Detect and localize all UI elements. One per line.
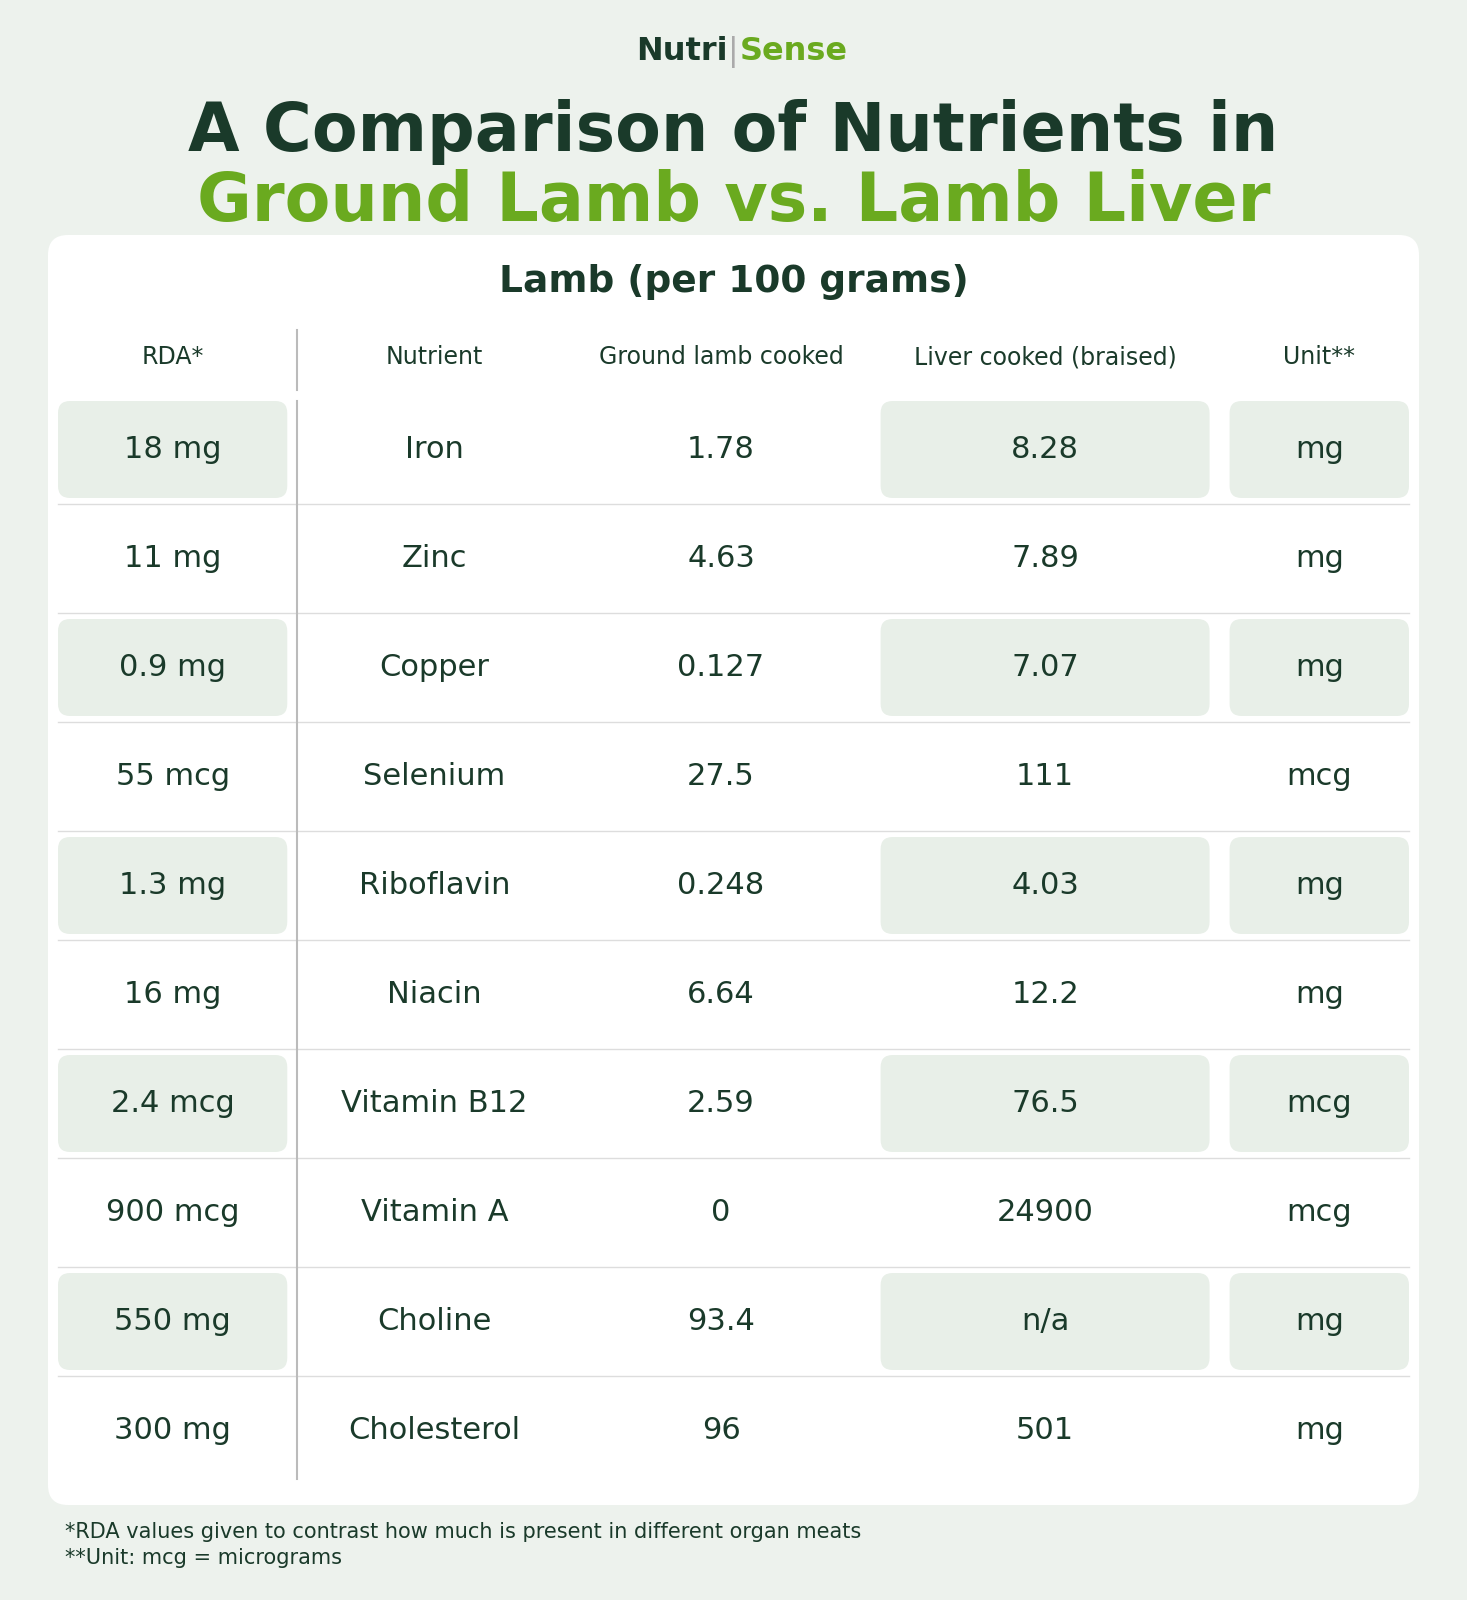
- Text: 501: 501: [1017, 1416, 1074, 1445]
- Text: Ground Lamb vs. Lamb Liver: Ground Lamb vs. Lamb Liver: [197, 170, 1270, 235]
- Text: mcg: mcg: [1287, 1198, 1353, 1227]
- Text: Ground lamb cooked: Ground lamb cooked: [599, 346, 844, 370]
- Text: 4.63: 4.63: [687, 544, 756, 573]
- Text: Niacin: Niacin: [387, 979, 481, 1010]
- Text: 300 mg: 300 mg: [114, 1416, 232, 1445]
- Text: 4.03: 4.03: [1011, 870, 1080, 899]
- FancyBboxPatch shape: [1229, 1054, 1408, 1152]
- Text: 1.78: 1.78: [687, 435, 756, 464]
- Text: Vitamin A: Vitamin A: [361, 1198, 508, 1227]
- Text: 24900: 24900: [996, 1198, 1093, 1227]
- FancyBboxPatch shape: [59, 1054, 288, 1152]
- FancyBboxPatch shape: [880, 1054, 1210, 1152]
- Text: mg: mg: [1295, 544, 1344, 573]
- Text: 900 mcg: 900 mcg: [106, 1198, 239, 1227]
- Text: mcg: mcg: [1287, 1090, 1353, 1118]
- Text: RDA*: RDA*: [141, 346, 204, 370]
- Text: 7.07: 7.07: [1011, 653, 1078, 682]
- Text: 18 mg: 18 mg: [123, 435, 222, 464]
- Text: Vitamin B12: Vitamin B12: [342, 1090, 528, 1118]
- FancyBboxPatch shape: [1229, 619, 1408, 717]
- Text: 2.4 mcg: 2.4 mcg: [111, 1090, 235, 1118]
- Text: 27.5: 27.5: [687, 762, 756, 790]
- FancyBboxPatch shape: [48, 235, 1419, 1506]
- FancyBboxPatch shape: [1229, 402, 1408, 498]
- Text: 55 mcg: 55 mcg: [116, 762, 230, 790]
- Text: mg: mg: [1295, 870, 1344, 899]
- Text: 0.248: 0.248: [678, 870, 764, 899]
- FancyBboxPatch shape: [59, 1274, 288, 1370]
- Text: 12.2: 12.2: [1011, 979, 1078, 1010]
- Text: 0: 0: [711, 1198, 731, 1227]
- FancyBboxPatch shape: [880, 619, 1210, 717]
- FancyBboxPatch shape: [59, 837, 288, 934]
- FancyBboxPatch shape: [880, 402, 1210, 498]
- Text: 1.3 mg: 1.3 mg: [119, 870, 226, 899]
- Text: |: |: [728, 35, 739, 67]
- Text: *RDA values given to contrast how much is present in different organ meats: *RDA values given to contrast how much i…: [65, 1522, 861, 1542]
- Text: 2.59: 2.59: [687, 1090, 756, 1118]
- Text: mg: mg: [1295, 1307, 1344, 1336]
- Text: mg: mg: [1295, 435, 1344, 464]
- Text: Selenium: Selenium: [364, 762, 506, 790]
- Text: 93.4: 93.4: [687, 1307, 756, 1336]
- Text: 0.9 mg: 0.9 mg: [119, 653, 226, 682]
- Text: mg: mg: [1295, 653, 1344, 682]
- Text: Cholesterol: Cholesterol: [348, 1416, 521, 1445]
- FancyBboxPatch shape: [59, 619, 288, 717]
- FancyBboxPatch shape: [1229, 1274, 1408, 1370]
- Text: 76.5: 76.5: [1011, 1090, 1078, 1118]
- Text: 550 mg: 550 mg: [114, 1307, 230, 1336]
- Text: Sense: Sense: [739, 37, 848, 67]
- Text: Liver cooked (braised): Liver cooked (braised): [914, 346, 1177, 370]
- Text: 6.64: 6.64: [687, 979, 756, 1010]
- Text: Riboflavin: Riboflavin: [358, 870, 511, 899]
- FancyBboxPatch shape: [1229, 837, 1408, 934]
- Text: 16 mg: 16 mg: [123, 979, 222, 1010]
- FancyBboxPatch shape: [880, 1274, 1210, 1370]
- Text: mg: mg: [1295, 1416, 1344, 1445]
- FancyBboxPatch shape: [59, 402, 288, 498]
- Text: mcg: mcg: [1287, 762, 1353, 790]
- Text: 8.28: 8.28: [1011, 435, 1080, 464]
- Text: Unit**: Unit**: [1284, 346, 1356, 370]
- Text: 111: 111: [1017, 762, 1074, 790]
- Text: Lamb (per 100 grams): Lamb (per 100 grams): [499, 264, 968, 301]
- FancyBboxPatch shape: [880, 837, 1210, 934]
- Text: Zinc: Zinc: [402, 544, 467, 573]
- Text: Copper: Copper: [380, 653, 490, 682]
- Text: **Unit: mcg = micrograms: **Unit: mcg = micrograms: [65, 1549, 342, 1568]
- Text: Nutrient: Nutrient: [386, 346, 483, 370]
- Text: 7.89: 7.89: [1011, 544, 1080, 573]
- Text: n/a: n/a: [1021, 1307, 1069, 1336]
- Text: A Comparison of Nutrients in: A Comparison of Nutrients in: [188, 99, 1279, 165]
- Text: 96: 96: [701, 1416, 741, 1445]
- Text: Iron: Iron: [405, 435, 464, 464]
- Text: Choline: Choline: [377, 1307, 491, 1336]
- Text: mg: mg: [1295, 979, 1344, 1010]
- Text: Nutri: Nutri: [635, 37, 728, 67]
- Text: 11 mg: 11 mg: [123, 544, 222, 573]
- Text: 0.127: 0.127: [678, 653, 764, 682]
